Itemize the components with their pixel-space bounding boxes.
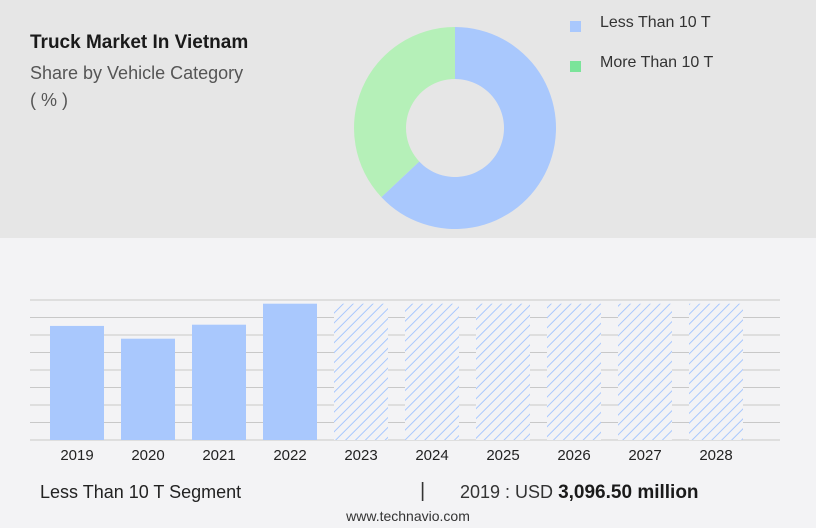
donut-chart xyxy=(354,27,556,229)
segment-amount: 3,096.50 million xyxy=(558,482,699,503)
chart-subtitle: Share by Vehicle Category xyxy=(30,63,244,83)
chart-title: Truck Market In Vietnam xyxy=(30,32,249,53)
donut-slice-less-than-10t xyxy=(381,27,556,229)
source-link[interactable]: www.technavio.com xyxy=(346,508,470,524)
x-tick-label: 2027 xyxy=(628,447,661,464)
x-tick-label: 2024 xyxy=(415,447,448,464)
bar-2021 xyxy=(192,324,246,440)
segment-label: Less Than 10 T Segment xyxy=(40,482,242,502)
x-tick-label: 2026 xyxy=(557,447,590,464)
legend-label-less-than-10t: Less Than 10 T xyxy=(600,14,711,31)
bar-2022 xyxy=(263,303,317,440)
footer-divider: | xyxy=(420,480,426,502)
bar-chart: 2019 2020 2021 2022 2023 2024 2025 2026 2027 2028 xyxy=(30,299,780,464)
x-tick-label: 2028 xyxy=(699,447,732,464)
x-tick-label: 2019 xyxy=(60,447,93,464)
bar-2025 xyxy=(476,303,530,440)
legend-label-more-than-10t: More Than 10 T xyxy=(600,54,714,71)
bar-2027 xyxy=(618,303,672,440)
chart-unit: ( % ) xyxy=(30,90,68,110)
x-tick-label: 2023 xyxy=(344,447,377,464)
segment-year-label: 2019 : USD xyxy=(460,482,554,502)
legend-swatch-more-than-10t xyxy=(570,61,581,72)
segment-value: 2019 : USD 3,096.50 million xyxy=(460,482,699,504)
bar-2019 xyxy=(50,325,104,440)
bar-2020 xyxy=(121,338,175,440)
x-tick-label: 2025 xyxy=(486,447,519,464)
bar-2026 xyxy=(547,303,601,440)
legend-swatch-less-than-10t xyxy=(570,21,581,32)
donut-slice-more-than-10t xyxy=(354,27,455,198)
x-tick-label: 2022 xyxy=(273,447,306,464)
bar-2024 xyxy=(405,303,459,440)
x-tick-label: 2020 xyxy=(131,447,164,464)
bar-2023 xyxy=(334,303,388,440)
bar-2028 xyxy=(689,303,743,440)
x-tick-label: 2021 xyxy=(202,447,235,464)
top-panel: Truck Market In Vietnam Share by Vehicle… xyxy=(0,0,816,238)
